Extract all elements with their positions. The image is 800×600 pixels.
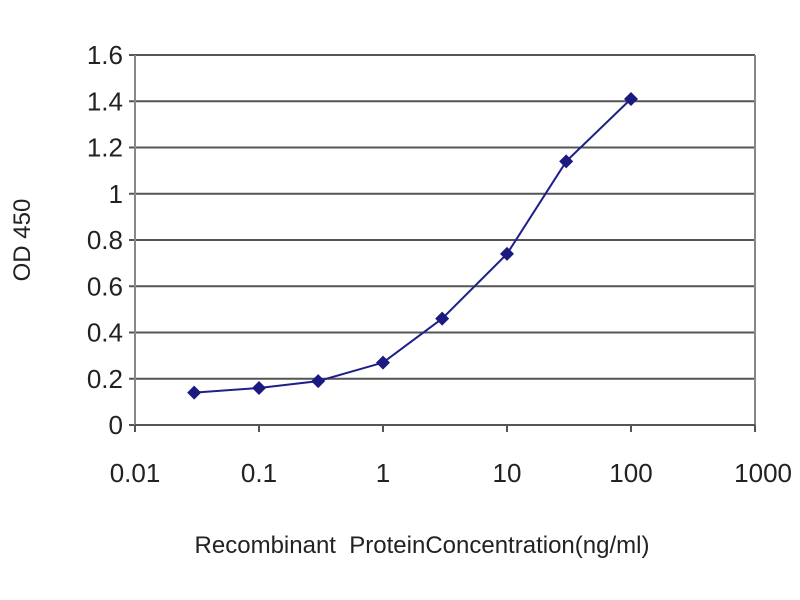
data-point — [311, 374, 326, 389]
y-tick-label: 0 — [109, 410, 123, 440]
x-tick-labels: 0.01 0.1 1 10 100 1000 — [110, 458, 792, 488]
data-point — [187, 385, 202, 400]
series-layer — [187, 91, 638, 400]
x-tick-label: 1000 — [734, 458, 792, 488]
data-point — [624, 91, 638, 106]
x-tick-label: 0.01 — [110, 458, 161, 488]
y-tick-label: 1.6 — [87, 40, 123, 70]
grid-lines — [129, 54, 755, 426]
x-tick-label: 1 — [376, 458, 390, 488]
y-axis-title: OD 450 — [9, 199, 36, 282]
y-tick-label: 0.2 — [87, 364, 123, 394]
axes — [134, 55, 756, 432]
data-point — [500, 246, 514, 261]
y-tick-labels: 0 0.2 0.4 0.6 0.8 1 1.2 1.4 1.6 — [87, 40, 123, 440]
data-point — [435, 311, 450, 326]
y-tick-label: 0.8 — [87, 225, 123, 255]
series-line — [194, 98, 632, 394]
x-tick-label: 10 — [493, 458, 522, 488]
x-axis-title: Recombinant ProteinConcentration(ng/ml) — [195, 532, 650, 559]
y-tick-label: 1.4 — [87, 86, 123, 116]
data-point — [559, 154, 574, 169]
y-tick-label: 0.4 — [87, 318, 123, 348]
y-tick-label: 1.2 — [87, 133, 123, 163]
data-point — [252, 381, 266, 395]
x-tick-label: 100 — [609, 458, 652, 488]
y-tick-label: 1 — [109, 179, 123, 209]
data-point — [376, 355, 390, 370]
x-tick-label: 0.1 — [241, 458, 277, 488]
y-tick-label: 0.6 — [87, 271, 123, 301]
